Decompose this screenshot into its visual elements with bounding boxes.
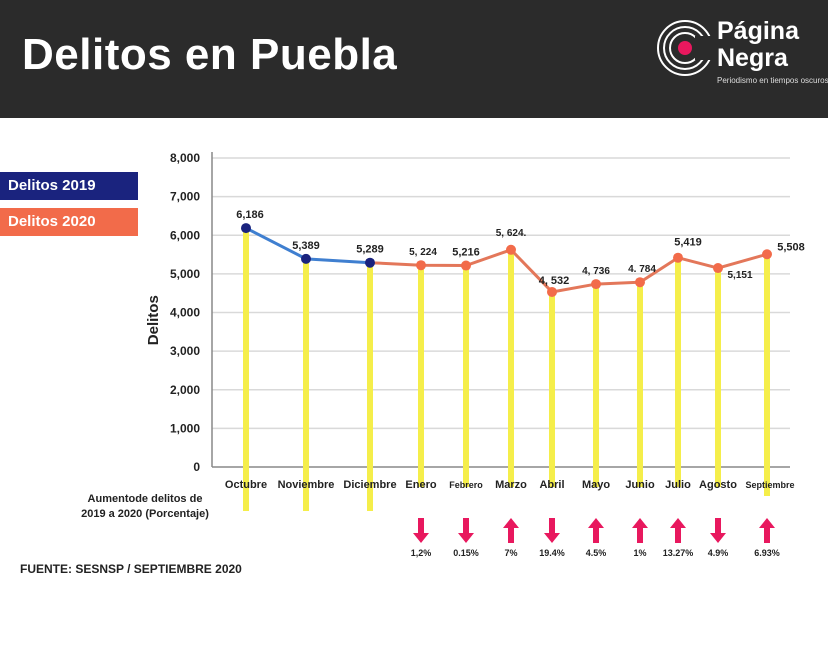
legend-2020: Delitos 2020 bbox=[0, 208, 138, 236]
data-point bbox=[591, 279, 601, 290]
data-point bbox=[461, 260, 471, 271]
header-bar: Delitos en Puebla Página Negra Periodism… bbox=[0, 0, 828, 118]
y-tick-label: 0 bbox=[193, 460, 200, 474]
x-tick-label: Octubre bbox=[225, 479, 267, 491]
y-tick-label: 3,000 bbox=[170, 344, 200, 358]
x-tick-label: Septiembre bbox=[745, 480, 794, 490]
brand-tagline: Periodismo en tiempos oscuros bbox=[717, 76, 828, 85]
data-label: 5, 224 bbox=[409, 247, 437, 258]
brand-name-line1: Página bbox=[717, 17, 799, 45]
y-tick-label: 5,000 bbox=[170, 267, 200, 281]
data-point bbox=[301, 253, 311, 264]
source-note: FUENTE: SESNSP / SEPTIEMBRE 2020 bbox=[20, 562, 242, 576]
legend-2019: Delitos 2019 bbox=[0, 172, 138, 200]
y-axis-label: Delitos bbox=[145, 295, 162, 345]
record-disc-icon bbox=[657, 20, 715, 76]
percent-label: 7% bbox=[504, 548, 517, 558]
y-tick-label: 6,000 bbox=[170, 228, 200, 242]
x-tick-label: Enero bbox=[405, 479, 436, 491]
arrow-up-icon bbox=[503, 518, 519, 543]
percent-caption: Aumentode delitos de 2019 a 2020 (Porcen… bbox=[60, 492, 230, 522]
arrow-up-icon bbox=[670, 518, 686, 543]
series-line-2020 bbox=[369, 248, 768, 294]
percent-label: 19.4% bbox=[539, 548, 565, 558]
y-tick-label: 1,000 bbox=[170, 421, 200, 435]
data-label: 5,216 bbox=[452, 247, 480, 259]
x-tick-label: Abril bbox=[539, 479, 564, 491]
x-tick-label: Junio bbox=[625, 479, 655, 491]
percent-label: 6.93% bbox=[754, 548, 780, 558]
data-label: 5,508 bbox=[777, 241, 805, 253]
data-label: 5,419 bbox=[674, 237, 702, 249]
data-label: 5,151 bbox=[727, 270, 752, 281]
x-tick-label: Julio bbox=[665, 479, 691, 491]
percent-label: 4.5% bbox=[586, 548, 607, 558]
data-label: 4, 532 bbox=[539, 275, 570, 287]
x-tick-label: Agosto bbox=[699, 479, 737, 491]
data-point bbox=[673, 252, 683, 263]
percent-label: 4.9% bbox=[708, 548, 729, 558]
percent-caption-line2: 2019 a 2020 (Porcentaje) bbox=[81, 508, 209, 520]
data-point bbox=[416, 260, 426, 271]
data-point bbox=[762, 249, 772, 260]
page-title: Delitos en Puebla bbox=[22, 30, 398, 79]
arrow-down-icon bbox=[458, 518, 474, 543]
crime-line-chart: 0 1,000 2,000 3,000 4,000 5,000 6,000 7,000 8,00… bbox=[145, 151, 805, 558]
data-label: 4. 784 bbox=[628, 264, 656, 275]
data-point bbox=[635, 277, 645, 288]
arrow-up-icon bbox=[632, 518, 648, 543]
x-tick-label: Diciembre bbox=[343, 479, 396, 491]
percent-label: 1,2% bbox=[411, 548, 432, 558]
data-point bbox=[241, 223, 251, 234]
y-tick-label: 7,000 bbox=[170, 190, 200, 204]
x-tick-label: Febrero bbox=[449, 480, 483, 490]
percent-caption-line1: Aumentode delitos de bbox=[87, 493, 203, 505]
brand-name-line2: Negra bbox=[717, 44, 788, 72]
percent-label: 1% bbox=[633, 548, 646, 558]
y-tick-label: 2,000 bbox=[170, 383, 200, 397]
arrow-down-icon bbox=[544, 518, 560, 543]
data-label: 5,289 bbox=[356, 244, 384, 256]
data-point bbox=[506, 244, 516, 255]
percent-label: 13.27% bbox=[663, 548, 694, 558]
arrow-up-icon bbox=[588, 518, 604, 543]
brand-logo: Página Negra Periodismo en tiempos oscur… bbox=[655, 18, 828, 98]
arrow-down-icon bbox=[413, 518, 429, 543]
y-tick-label: 4,000 bbox=[170, 306, 200, 320]
data-point bbox=[547, 286, 557, 297]
data-point bbox=[713, 263, 723, 274]
data-label: 4, 736 bbox=[582, 266, 610, 277]
data-point bbox=[365, 257, 375, 268]
data-label: 5, 624. bbox=[496, 228, 527, 239]
x-tick-label: Noviembre bbox=[278, 479, 335, 491]
x-tick-label: Marzo bbox=[495, 479, 527, 491]
percent-label: 0.15% bbox=[453, 548, 479, 558]
data-label: 5,389 bbox=[292, 240, 320, 252]
brand-name: Página Negra bbox=[717, 18, 799, 72]
arrow-up-icon bbox=[759, 518, 775, 543]
y-tick-label: 8,000 bbox=[170, 151, 200, 165]
x-tick-label: Mayo bbox=[582, 479, 610, 491]
arrow-down-icon bbox=[710, 518, 726, 543]
data-label: 6,186 bbox=[236, 209, 264, 221]
